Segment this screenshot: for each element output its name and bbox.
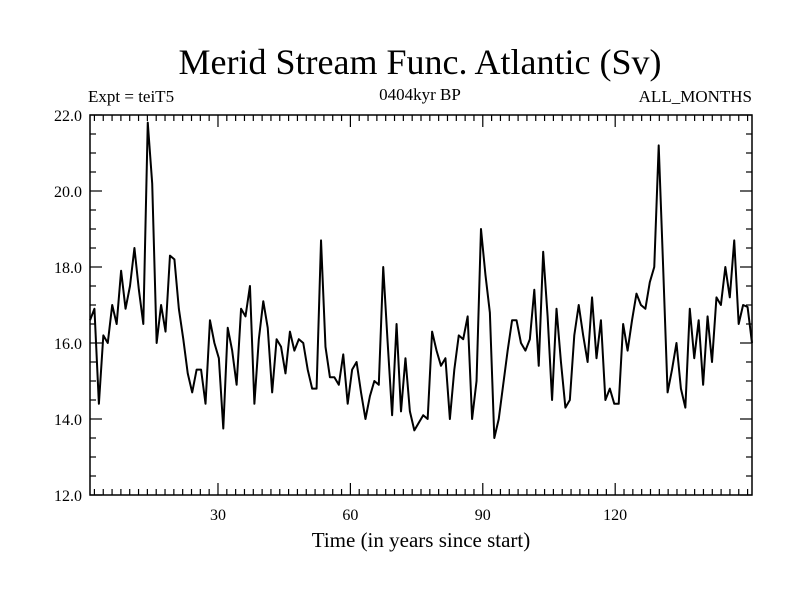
series-line [89, 121, 753, 439]
y-tick-label: 20.0 [54, 184, 82, 201]
y-tick-label: 12.0 [54, 488, 82, 505]
period-label: 0404kyr BP [379, 85, 461, 104]
x-axis-label: Time (in years since start) [312, 528, 531, 552]
y-tick-label: 16.0 [54, 336, 82, 353]
y-tick-label: 14.0 [54, 412, 82, 429]
months-label: ALL_MONTHS [639, 87, 752, 106]
chart-title: Merid Stream Func. Atlantic (Sv) [179, 42, 662, 82]
axis-ticks [90, 114, 752, 496]
y-tick-label: 22.0 [54, 108, 82, 125]
x-tick-label: 120 [603, 507, 627, 524]
x-tick-label: 30 [210, 507, 226, 524]
plot-frame [89, 114, 753, 496]
x-tick-label: 90 [475, 507, 491, 524]
experiment-label: Expt = teiT5 [88, 87, 174, 106]
axis-tick-labels: 30 60 90 120 12.0 14.0 16.0 18.0 20.0 22.0 [54, 108, 627, 524]
x-tick-label: 60 [342, 507, 358, 524]
y-tick-label: 18.0 [54, 260, 82, 277]
